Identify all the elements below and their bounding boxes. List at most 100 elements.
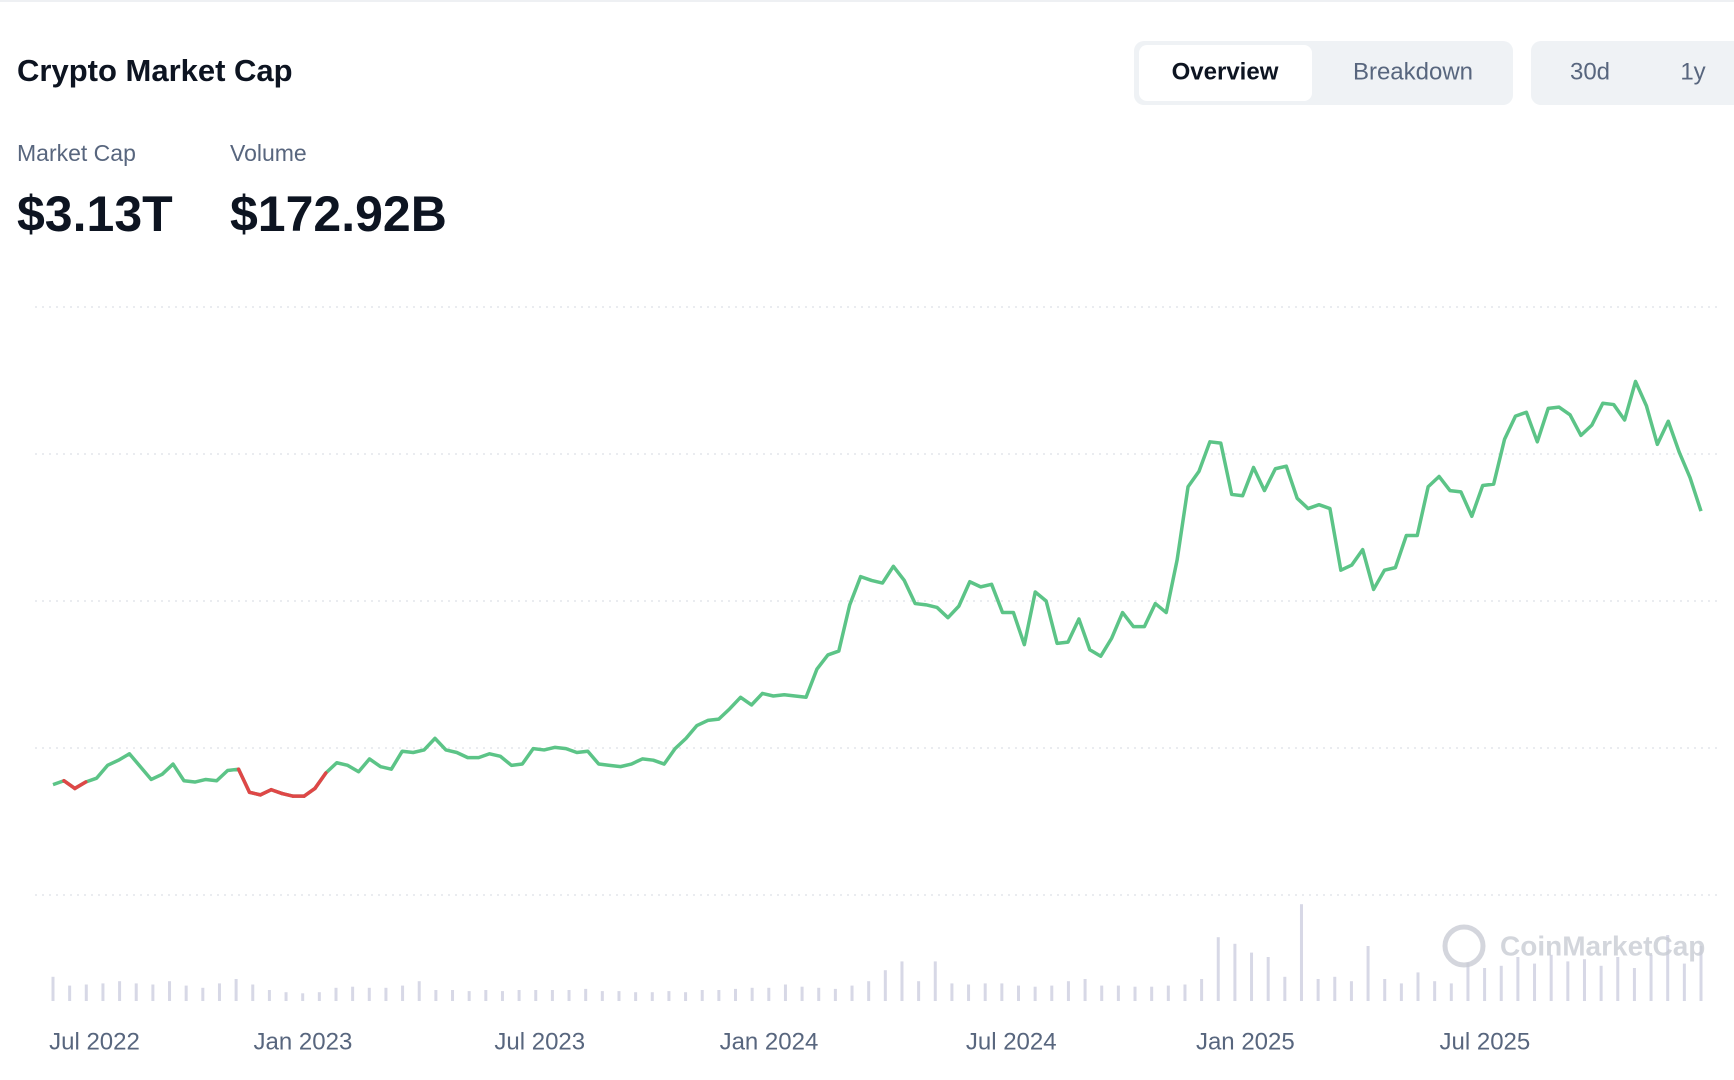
volume-bar [517, 990, 521, 1001]
volume-bar [1383, 979, 1387, 1001]
volume-bar [1183, 984, 1187, 1001]
down-segment [73, 780, 88, 791]
volume-bar [1466, 962, 1470, 1001]
volume-bar [1499, 965, 1503, 1001]
volume-bar [1016, 985, 1020, 1001]
volume-bar [417, 981, 421, 1001]
volume-bar [1366, 946, 1370, 1001]
volume-bar [101, 983, 105, 1001]
x-tick-label: Jul 2025 [1440, 1028, 1531, 1055]
volume-bar [1449, 983, 1453, 1001]
volume-bar [667, 991, 671, 1001]
volume-bar [118, 981, 122, 1001]
range-group [1531, 41, 1734, 105]
plot: CoinMarketCap Jul 2022 Jan 2023 Jul 2023 Jan… [35, 306, 1721, 1055]
volume-bar [301, 993, 305, 1001]
volume-bar [917, 981, 921, 1001]
volume-bar [201, 987, 205, 1001]
volume-bar [534, 990, 538, 1001]
volume-bar [950, 983, 954, 1001]
volume-bar [351, 986, 355, 1001]
volume-bar [1416, 972, 1420, 1001]
volume-bar [1549, 954, 1553, 1001]
volume-bar [1066, 981, 1070, 1001]
tab[interactable]: Breakdown [1353, 58, 1473, 85]
volume-bar [850, 985, 854, 1001]
down-segment [258, 787, 274, 797]
volume-bar [900, 961, 904, 1001]
volume-bar [783, 984, 787, 1001]
down-segment [313, 771, 328, 791]
volume-bar [1649, 954, 1653, 1001]
x-tick-label: Jul 2023 [494, 1028, 585, 1055]
volume-bar [1516, 957, 1520, 1001]
down-segment [280, 791, 295, 798]
watermark-logo [1442, 924, 1486, 968]
tab-active[interactable] [1139, 45, 1312, 101]
stat-label: Volume [230, 140, 307, 166]
volume-bar [467, 991, 471, 1001]
volume-bar [1399, 983, 1403, 1001]
down-segment [302, 786, 317, 798]
volume-bar [883, 970, 887, 1001]
volume-bar [434, 990, 438, 1001]
volume-bar [634, 992, 638, 1001]
down-segment [62, 778, 77, 791]
volume-bar [617, 991, 621, 1001]
volume-bar [451, 990, 455, 1001]
volume-bar [1333, 976, 1337, 1001]
volume-bar [500, 991, 504, 1001]
volume-bar [650, 992, 654, 1001]
volume-bar [1100, 985, 1104, 1001]
down-segment [269, 787, 284, 796]
x-tick-label: Jan 2025 [1196, 1028, 1295, 1055]
watermark: CoinMarketCap [1500, 930, 1705, 961]
volume-bar [1083, 979, 1087, 1001]
volume-bar [550, 990, 554, 1001]
title: Crypto Market Cap [17, 53, 293, 88]
volume-bar [1483, 968, 1487, 1001]
volume-bar [184, 985, 188, 1001]
volume-bar [68, 985, 72, 1001]
down-segment [247, 790, 263, 797]
volume-bar [401, 985, 405, 1001]
volume-bar [767, 987, 771, 1001]
range[interactable]: 30d [1570, 58, 1610, 85]
volume-bar [1533, 963, 1537, 1001]
volume-bar [1250, 952, 1254, 1001]
volume-bar [750, 987, 754, 1001]
volume-bar [1266, 957, 1270, 1001]
volume-bar [234, 979, 238, 1001]
volume-bar [51, 976, 55, 1001]
volume-bar [684, 992, 688, 1001]
volume-bar [1150, 986, 1154, 1001]
x-tick-label: Jan 2024 [720, 1028, 819, 1055]
volume-bar [1566, 961, 1570, 1001]
volume-bar [384, 987, 388, 1001]
market-cap-line [52, 379, 1703, 798]
volume-bar [1216, 937, 1220, 1001]
range[interactable]: 1y [1680, 58, 1705, 85]
volume-bar [817, 987, 821, 1001]
volume-bar [217, 983, 221, 1001]
volume-bar [1349, 981, 1353, 1001]
x-tick-label: Jul 2022 [49, 1028, 140, 1055]
volume-bar [967, 984, 971, 1001]
volume-bar [1283, 976, 1287, 1001]
volume-bar [1133, 986, 1137, 1001]
volume-bar [1632, 968, 1636, 1001]
volume-bar [1582, 959, 1586, 1001]
volume-bar [600, 991, 604, 1001]
tab[interactable]: Overview [1172, 58, 1279, 85]
volume-bar [1682, 963, 1686, 1001]
volume-bar [1033, 986, 1037, 1001]
volume-bar [800, 986, 804, 1001]
volume-bar [1000, 983, 1004, 1001]
volume-bar [717, 990, 721, 1001]
volume-bar [1316, 979, 1320, 1001]
volume-bar [1616, 957, 1620, 1001]
volume-bar [251, 984, 255, 1001]
volume-bar [334, 987, 338, 1001]
volume-bar [983, 983, 987, 1001]
volume-bar [484, 990, 488, 1001]
